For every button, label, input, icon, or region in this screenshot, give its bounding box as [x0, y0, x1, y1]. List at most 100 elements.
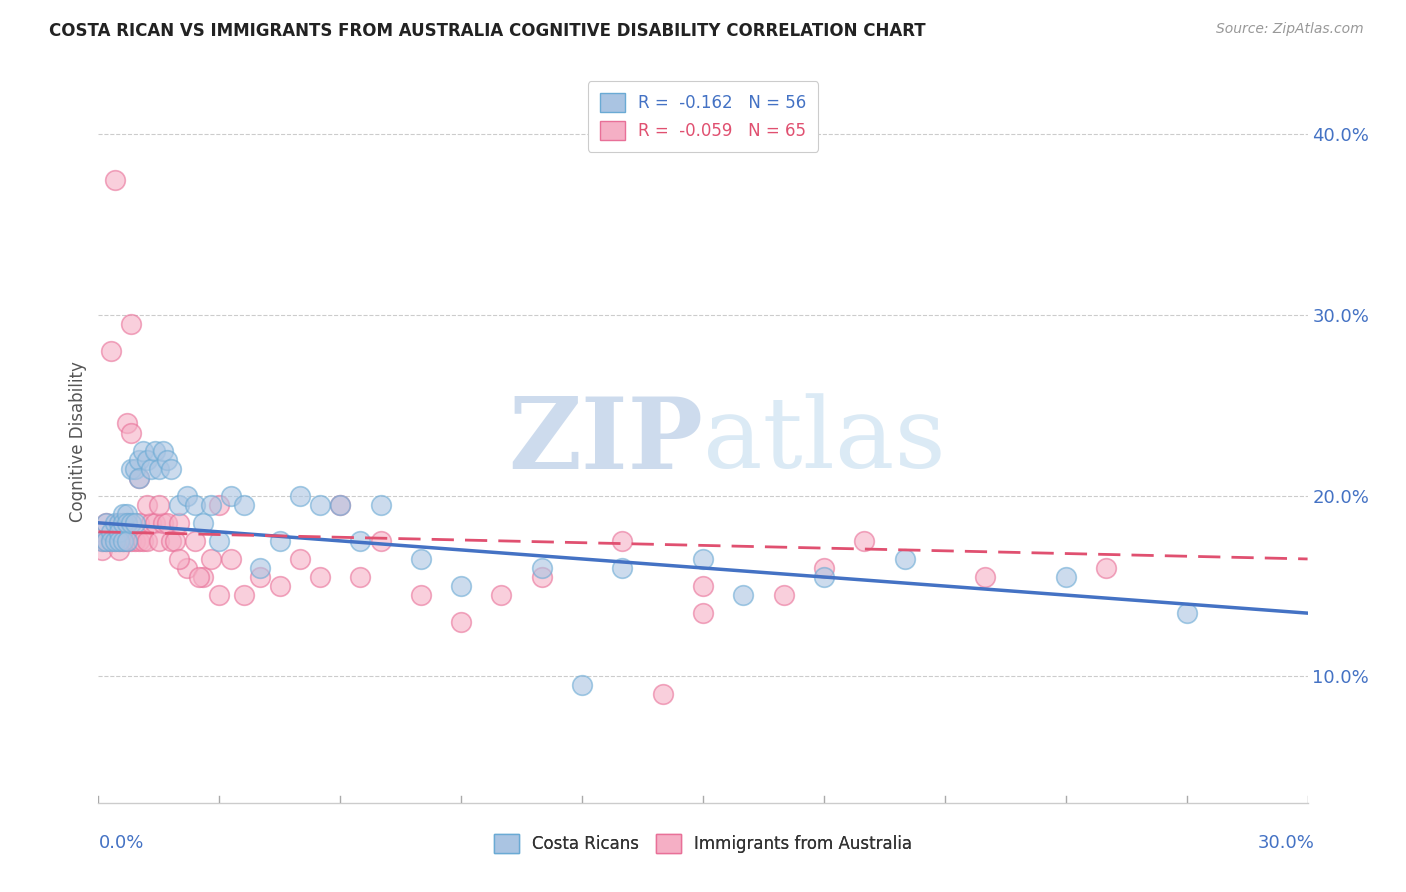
Point [208, 533, 231, 548]
Point [232, 498, 254, 512]
Legend: Costa Ricans, Immigrants from Australia: Costa Ricans, Immigrants from Australia [486, 827, 920, 860]
Point [370, 533, 392, 548]
Point [115, 533, 138, 548]
Point [349, 570, 371, 584]
Point [135, 452, 157, 467]
Text: atlas: atlas [703, 393, 946, 490]
Point [692, 552, 714, 566]
Point [156, 452, 179, 467]
Point [530, 570, 553, 584]
Point [111, 516, 134, 530]
Point [96, 516, 118, 530]
Point [288, 552, 311, 566]
Point [148, 533, 170, 548]
Point [115, 516, 138, 530]
Point [221, 489, 243, 503]
Y-axis label: Cognitive Disability: Cognitive Disability [69, 361, 87, 522]
Point [221, 552, 243, 566]
Point [309, 570, 332, 584]
Point [813, 570, 835, 584]
Point [450, 579, 472, 593]
Point [188, 570, 211, 584]
Point [124, 461, 146, 475]
Point [124, 533, 146, 548]
Point [124, 516, 146, 530]
Point [100, 524, 122, 539]
Point [100, 533, 122, 548]
Point [128, 471, 150, 485]
Point [160, 533, 183, 548]
Point [409, 588, 432, 602]
Point [176, 561, 198, 575]
Point [128, 533, 150, 548]
Point [208, 498, 231, 512]
Point [115, 533, 138, 548]
Point [107, 533, 129, 548]
Text: ZIP: ZIP [508, 393, 703, 490]
Point [692, 579, 714, 593]
Point [120, 317, 142, 331]
Point [128, 452, 150, 467]
Point [813, 561, 835, 575]
Point [107, 533, 129, 548]
Point [733, 588, 755, 602]
Point [111, 507, 134, 521]
Point [571, 678, 593, 692]
Point [120, 533, 142, 548]
Point [139, 516, 162, 530]
Point [120, 425, 142, 440]
Point [176, 489, 198, 503]
Point [100, 533, 122, 548]
Point [309, 498, 332, 512]
Point [139, 461, 162, 475]
Point [491, 588, 513, 602]
Point [148, 461, 170, 475]
Point [91, 533, 114, 548]
Point [111, 516, 134, 530]
Point [120, 516, 142, 530]
Point [107, 542, 129, 557]
Point [132, 533, 155, 548]
Point [232, 588, 254, 602]
Point [96, 533, 118, 548]
Point [349, 533, 371, 548]
Point [974, 570, 997, 584]
Point [163, 533, 186, 548]
Point [91, 542, 114, 557]
Point [184, 533, 207, 548]
Point [152, 443, 174, 458]
Point [288, 489, 311, 503]
Point [1095, 561, 1118, 575]
Point [132, 443, 155, 458]
Point [107, 524, 129, 539]
Point [167, 552, 190, 566]
Point [115, 417, 138, 431]
Text: 30.0%: 30.0% [1258, 834, 1315, 852]
Text: Source: ZipAtlas.com: Source: ZipAtlas.com [1216, 22, 1364, 37]
Point [107, 516, 129, 530]
Point [143, 516, 166, 530]
Point [208, 588, 231, 602]
Point [91, 533, 114, 548]
Point [107, 516, 129, 530]
Point [103, 516, 125, 530]
Point [128, 471, 150, 485]
Point [111, 533, 134, 548]
Point [530, 561, 553, 575]
Point [269, 579, 291, 593]
Point [128, 516, 150, 530]
Point [167, 498, 190, 512]
Point [450, 615, 472, 630]
Point [893, 552, 915, 566]
Point [143, 443, 166, 458]
Point [148, 498, 170, 512]
Point [96, 533, 118, 548]
Point [1175, 606, 1198, 620]
Text: 0.0%: 0.0% [98, 834, 143, 852]
Point [184, 498, 207, 512]
Point [160, 461, 183, 475]
Point [103, 533, 125, 548]
Point [612, 561, 634, 575]
Point [115, 516, 138, 530]
Point [193, 516, 215, 530]
